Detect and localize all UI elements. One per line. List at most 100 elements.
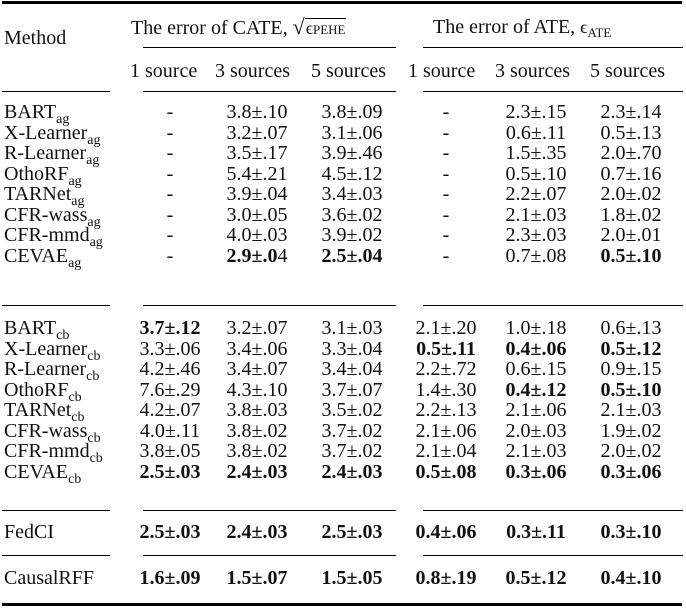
value-cell: 1.0±.18 xyxy=(491,316,581,340)
method-label: CFR-wass xyxy=(4,419,88,442)
value-text: 3.7±.07 xyxy=(321,378,383,401)
value-text: 0.6±.13 xyxy=(600,317,662,339)
value-text: 1.5±.05 xyxy=(321,567,383,589)
value-text: 2.1±.03 xyxy=(505,203,567,226)
value-text: 1.9±.02 xyxy=(600,419,662,442)
value-text: 0.5±.10 xyxy=(600,378,662,401)
method-subscript: cb xyxy=(56,328,70,343)
value-text: 2.0±.02 xyxy=(600,183,662,205)
method-name: TARNetcb xyxy=(4,398,85,425)
value-cell: - xyxy=(401,100,491,124)
value-tail: 4 xyxy=(277,244,288,267)
top-rule xyxy=(2,1,682,4)
value-cell: 0.5±.08 xyxy=(401,460,491,484)
value-text: - xyxy=(166,244,174,267)
value-text: - xyxy=(166,121,174,144)
value-text: 2.0±.03 xyxy=(505,419,567,442)
value-cell: 3.9±.02 xyxy=(307,223,397,247)
value-text: 2.0±.70 xyxy=(600,142,662,164)
subheader-ate-1: 1 source xyxy=(408,60,476,82)
value-text: 1.6±.09 xyxy=(139,567,201,589)
midrule-cate xyxy=(143,555,396,556)
value-text: 3.6±.02 xyxy=(321,203,383,226)
value-cell: 0.6±.13 xyxy=(586,316,676,340)
table-row: CFR-wasscb 4.0±.11 3.8±.02 3.7±.02 2.1±.06 2.… xyxy=(0,419,686,446)
value-text: - xyxy=(442,224,450,246)
value-text: 3.5±.02 xyxy=(321,399,383,421)
method-subscript: ag xyxy=(68,173,82,189)
value-text: 2.3±.15 xyxy=(505,101,567,123)
value-cell: 2.5±.04 xyxy=(307,244,397,268)
method-label: R-Learner xyxy=(4,142,87,164)
value-cell: 2.3±.15 xyxy=(491,100,581,124)
value-cell: 0.4±.06 xyxy=(401,520,491,544)
midrule-method xyxy=(2,91,110,92)
value-cell: 2.2±.72 xyxy=(401,357,491,381)
value-text: 3.0±.05 xyxy=(226,203,288,226)
value-cell: 4.2±.07 xyxy=(125,398,215,422)
value-text: - xyxy=(442,121,450,144)
value-cell: 3.4±.04 xyxy=(307,357,397,381)
value-text: 2.3±.14 xyxy=(600,101,662,123)
value-text: 0.8±.19 xyxy=(415,567,477,589)
value-text: 3.2±.07 xyxy=(226,121,288,144)
value-cell: 0.5±.12 xyxy=(491,566,581,590)
value-cell: 0.6±.11 xyxy=(491,121,581,145)
table-row: X-Learnercb 3.3±.06 3.4±.06 3.3±.04 0.5±.11 0… xyxy=(0,337,686,364)
value-cell: 0.3±.06 xyxy=(586,460,676,484)
value-text: 1.0±.18 xyxy=(505,317,567,339)
value-cell: 3.7±.12 xyxy=(125,316,215,340)
value-text: 2.2±.72 xyxy=(415,358,477,380)
value-text: - xyxy=(166,183,174,205)
method-name: TARNetag xyxy=(4,182,85,209)
value-text: 2.1±.06 xyxy=(415,419,477,442)
value-cell: 3.9±.04 xyxy=(212,182,302,206)
value-cell: 0.3±.10 xyxy=(586,520,676,544)
value-text: 1.5±.35 xyxy=(505,142,567,164)
value-cell: - xyxy=(125,162,215,186)
value-cell: - xyxy=(125,121,215,145)
value-cell: 2.1±.03 xyxy=(586,398,676,422)
method-label: CFR-mmd xyxy=(4,440,90,462)
value-text: 2.1±.06 xyxy=(505,399,567,421)
subheader-ate-5: 5 sources xyxy=(590,60,665,82)
value-cell: 2.3±.03 xyxy=(491,223,581,247)
value-text: 7.6±.29 xyxy=(139,378,201,401)
value-text: 1.4±.30 xyxy=(415,378,477,401)
value-text: 3.4±.04 xyxy=(321,358,383,380)
value-cell: 1.8±.02 xyxy=(586,203,676,227)
value-text: 0.4±.12 xyxy=(505,378,567,401)
midrule-ate xyxy=(423,91,683,92)
value-text: 3.8±.09 xyxy=(321,101,383,123)
value-text: 2.4±.03 xyxy=(226,521,288,543)
table-row: TARNetag - 3.9±.04 3.4±.03 - 2.2±.07 2.0±.02 xyxy=(0,182,686,209)
table-row: BARTcb 3.7±.12 3.2±.07 3.1±.03 2.1±.20 1.0±.1… xyxy=(0,316,686,343)
value-cell: 3.7±.02 xyxy=(307,419,397,443)
value-cell: 2.4±.03 xyxy=(212,520,302,544)
value-text: 5.4±.21 xyxy=(226,162,288,185)
method-label: CEVAE xyxy=(4,460,69,483)
value-cell: 0.5±.10 xyxy=(586,378,676,402)
value-text: 2.9±.0 xyxy=(226,244,278,267)
midrule-cate xyxy=(143,305,396,306)
bottom-rule xyxy=(2,603,682,606)
midrule-method xyxy=(2,510,110,511)
method-name: FedCI xyxy=(4,520,54,544)
value-text: 2.1±.03 xyxy=(505,440,567,462)
value-text: 3.9±.02 xyxy=(321,224,383,246)
value-cell: 0.5±.10 xyxy=(491,162,581,186)
value-cell: 4.0±.03 xyxy=(212,223,302,247)
value-text: 3.9±.46 xyxy=(321,142,383,164)
method-label: OthoRF xyxy=(4,162,69,185)
value-text: 4.3±.10 xyxy=(226,378,288,401)
value-cell: 2.0±.70 xyxy=(586,141,676,165)
value-cell: 2.0±.03 xyxy=(491,419,581,443)
table-row: CFR-mmdag - 4.0±.03 3.9±.02 - 2.3±.03 2.0±.01 xyxy=(0,223,686,250)
value-text: 0.5±.11 xyxy=(416,337,476,360)
midrule-ate xyxy=(423,305,683,306)
method-subscript: cb xyxy=(68,471,82,487)
value-text: 3.3±.04 xyxy=(321,337,383,360)
value-text: - xyxy=(442,142,450,164)
value-cell: 0.4±.12 xyxy=(491,378,581,402)
value-cell: 4.3±.10 xyxy=(212,378,302,402)
